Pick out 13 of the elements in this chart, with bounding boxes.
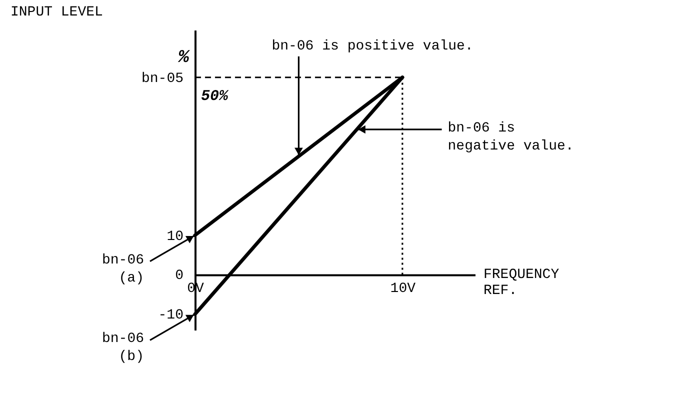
- y-axis-title: INPUT LEVEL: [10, 4, 103, 20]
- y-tick-label: bn-05: [141, 70, 184, 87]
- annotation: bn-06 (a): [102, 252, 144, 286]
- y-tick-label: -10: [158, 308, 184, 324]
- annotation: bn-06 is positive value.: [272, 38, 474, 54]
- x-axis-title: FREQUENCY REF.: [484, 267, 560, 300]
- annotation: bn-06 is negative value.: [448, 120, 574, 154]
- x-tick-label: 10V: [390, 281, 416, 298]
- y-tick-label: 10: [166, 228, 184, 245]
- y-tick-label: 0: [175, 268, 184, 284]
- annotation: 50%: [201, 88, 230, 105]
- annotation: bn-06 (b): [102, 331, 144, 366]
- text: %: [177, 48, 190, 68]
